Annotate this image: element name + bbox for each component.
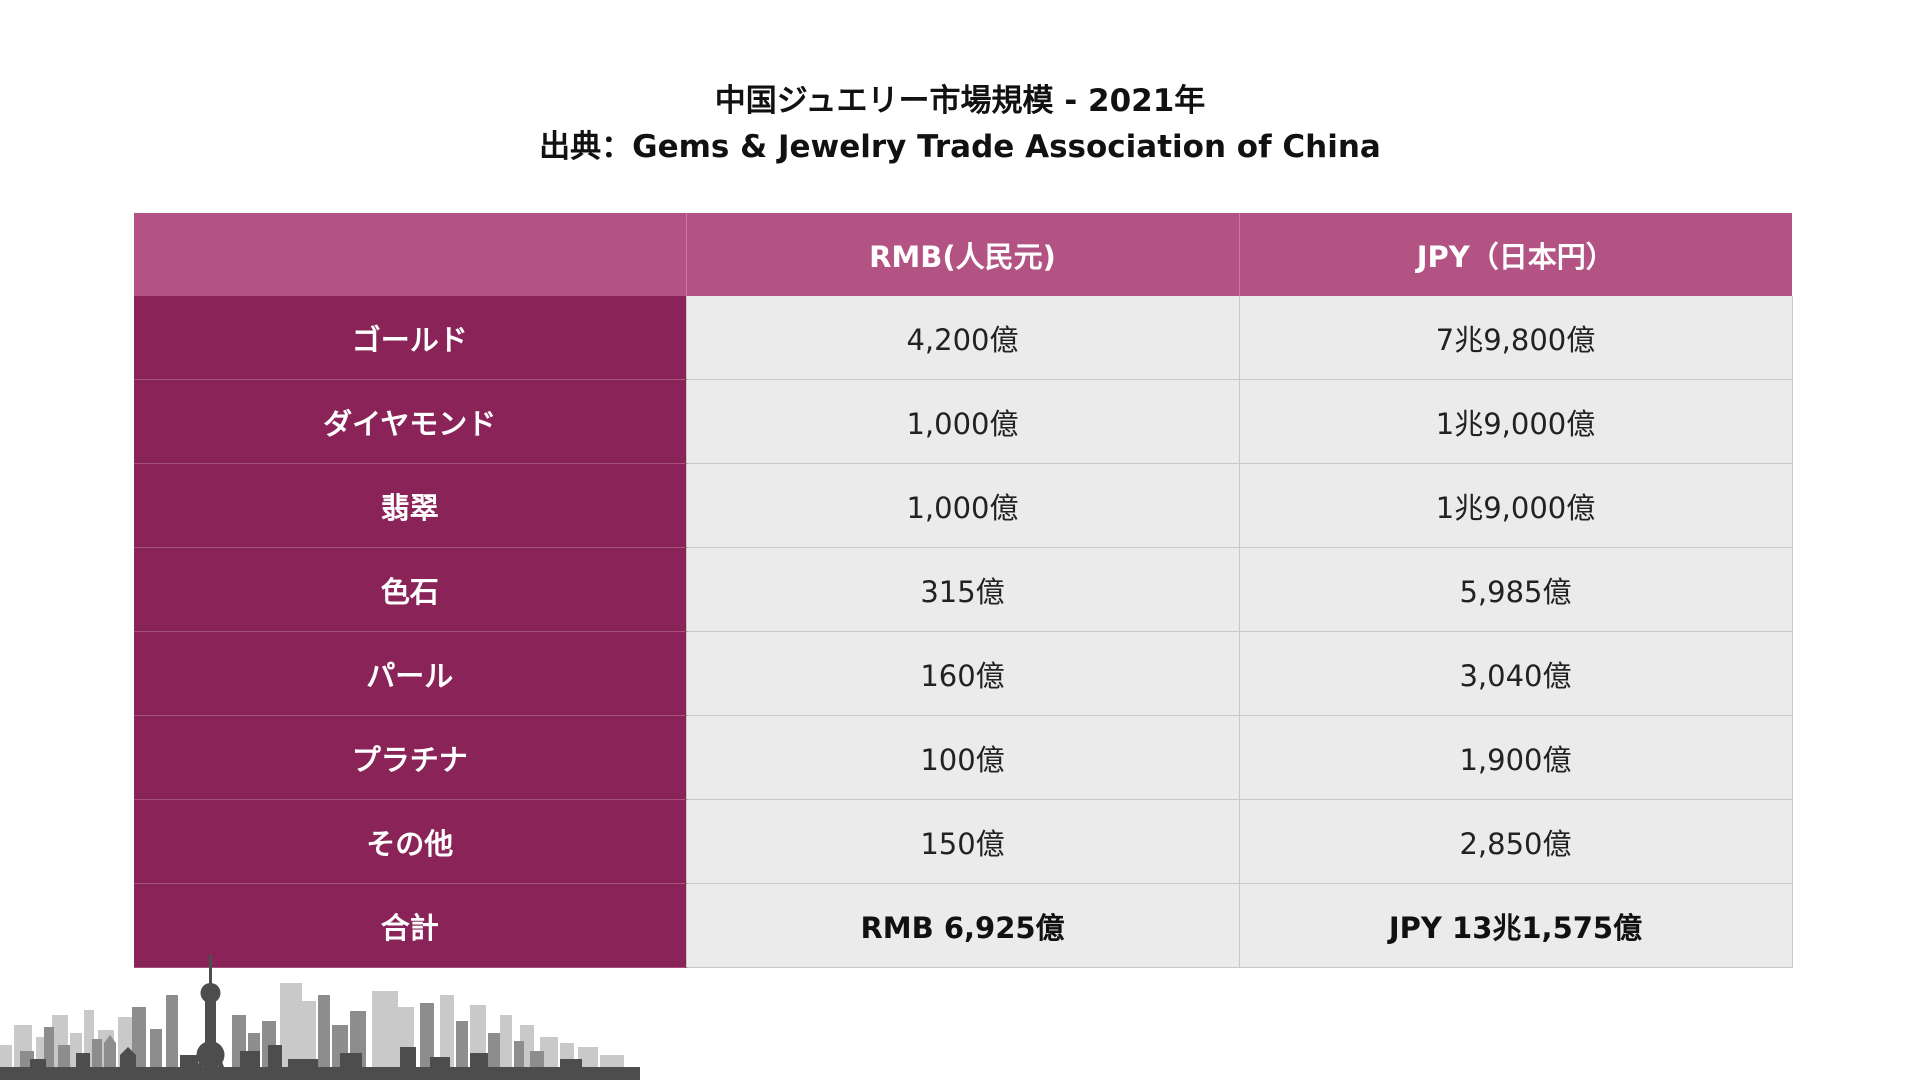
table-row: プラチナ 100億 1,900億 [134, 715, 1793, 800]
cell-jpy: 2,850億 [1238, 799, 1793, 884]
market-size-table: RMB(人民元) JPY（日本円） ゴールド 4,200億 7兆9,800億 ダ… [134, 213, 1793, 968]
row-label-other: その他 [134, 799, 686, 884]
table-row: ダイヤモンド 1,000億 1兆9,000億 [134, 379, 1793, 464]
total-jpy: JPY 13兆1,575億 [1238, 883, 1793, 968]
row-label-jade: 翡翠 [134, 463, 686, 548]
table-header-row: RMB(人民元) JPY（日本円） [134, 213, 1792, 296]
cell-rmb: 1,000億 [685, 379, 1240, 464]
header-rmb: RMB(人民元) [686, 213, 1240, 296]
row-label-diamond: ダイヤモンド [134, 379, 686, 464]
total-rmb: RMB 6,925億 [685, 883, 1240, 968]
cell-jpy: 1,900億 [1238, 715, 1793, 800]
row-label-gold: ゴールド [134, 296, 686, 380]
cell-jpy: 3,040億 [1238, 631, 1793, 716]
table-total-row: 合計 RMB 6,925億 JPY 13兆1,575億 [134, 883, 1793, 968]
cell-jpy: 1兆9,000億 [1238, 379, 1793, 464]
row-label-platinum: プラチナ [134, 715, 686, 800]
cell-jpy: 5,985億 [1238, 547, 1793, 632]
slide-title: 中国ジュエリー市場規模 - 2021年 出典：Gems & Jewelry Tr… [0, 78, 1920, 170]
city-skyline-icon [0, 955, 640, 1080]
cell-rmb: 160億 [685, 631, 1240, 716]
table-row: その他 150億 2,850億 [134, 799, 1793, 884]
cell-rmb: 100億 [685, 715, 1240, 800]
cell-jpy: 7兆9,800億 [1238, 296, 1793, 380]
cell-jpy: 1兆9,000億 [1238, 463, 1793, 548]
table-row: 色石 315億 5,985億 [134, 547, 1793, 632]
table-row: ゴールド 4,200億 7兆9,800億 [134, 296, 1793, 380]
cell-rmb: 150億 [685, 799, 1240, 884]
cell-rmb: 4,200億 [685, 296, 1240, 380]
header-blank [134, 213, 687, 296]
row-label-total: 合計 [134, 883, 686, 968]
table-row: パール 160億 3,040億 [134, 631, 1793, 716]
title-line-1: 中国ジュエリー市場規模 - 2021年 [714, 83, 1206, 119]
row-label-colored-stone: 色石 [134, 547, 686, 632]
row-label-pearl: パール [134, 631, 686, 716]
header-jpy: JPY（日本円） [1239, 213, 1792, 296]
cell-rmb: 1,000億 [685, 463, 1240, 548]
title-line-2: 出典：Gems & Jewelry Trade Association of C… [539, 129, 1381, 165]
cell-rmb: 315億 [685, 547, 1240, 632]
table-row: 翡翠 1,000億 1兆9,000億 [134, 463, 1793, 548]
